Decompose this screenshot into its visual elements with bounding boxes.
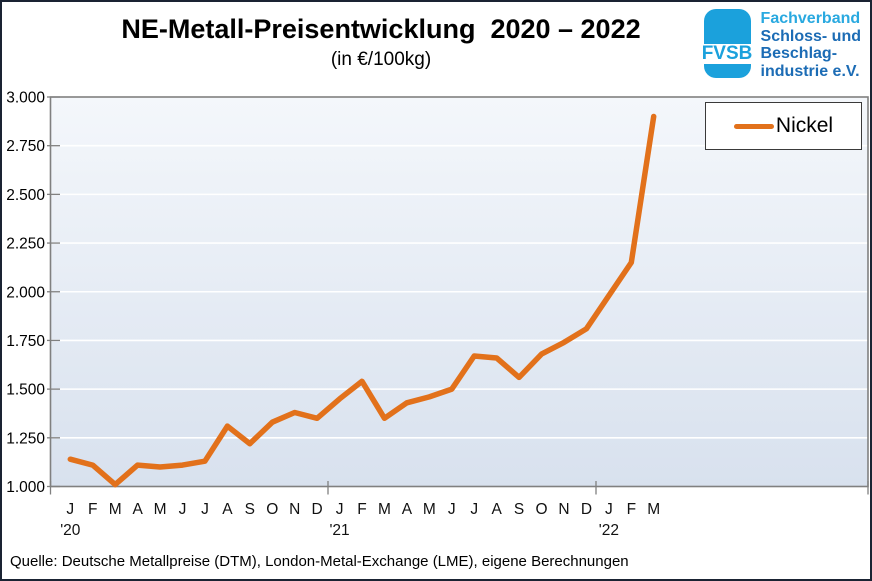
legend-box: Nickel xyxy=(705,102,862,150)
x-axis-label: J xyxy=(448,501,456,518)
x-axis-label: O xyxy=(536,501,548,518)
y-axis-label: 2.500 xyxy=(6,187,45,204)
fvsb-logo-band: FVSB xyxy=(701,43,753,64)
fvsb-logo-text: Fachverband Schloss- und Beschlag- indus… xyxy=(761,9,861,80)
x-axis-label: J xyxy=(179,501,187,518)
y-axis-label: 1.250 xyxy=(6,430,45,447)
y-axis-label: 3.000 xyxy=(6,90,45,107)
logo-text-line: Beschlag- xyxy=(760,45,838,62)
x-axis-label: J xyxy=(201,501,209,518)
y-axis-label: 2.250 xyxy=(6,236,45,253)
page-title: NE-Metall-Preisentwicklung 2020 – 2022 xyxy=(121,14,641,44)
x-axis-label: M xyxy=(109,501,122,518)
year-label: '21 xyxy=(329,522,349,539)
x-axis-label: M xyxy=(423,501,436,518)
y-axis-label: 1.000 xyxy=(6,479,45,496)
nickel-price-line xyxy=(67,113,657,488)
x-axis-label: J xyxy=(66,501,74,518)
legend-label: Nickel xyxy=(775,114,834,137)
fvsb-logo: FVSB Fachverband Schloss- und Beschlag- … xyxy=(701,9,861,80)
x-axis-label: S xyxy=(514,501,524,518)
x-axis-label: J xyxy=(605,501,613,518)
x-axis-label: J xyxy=(470,501,478,518)
page-subtitle: (in €/100kg) xyxy=(330,49,432,70)
x-axis-label: M xyxy=(378,501,391,518)
x-axis-label: N xyxy=(289,501,300,518)
x-axis-label: S xyxy=(245,501,255,518)
x-axis-label: J xyxy=(336,501,344,518)
y-axis-label: 1.500 xyxy=(6,382,45,399)
x-axis-label: M xyxy=(647,501,660,518)
source-note: Quelle: Deutsche Metallpreise (DTM), Lon… xyxy=(10,553,629,570)
nickel-line-swatch xyxy=(733,123,774,129)
x-axis-label: M xyxy=(154,501,167,518)
logo-text-line: Schloss- und xyxy=(760,27,861,45)
x-axis-label: D xyxy=(312,501,323,518)
fvsb-logo-acronym: FVSB xyxy=(701,43,753,64)
x-axis-label: A xyxy=(132,501,143,518)
title-block: NE-Metall-Preisentwicklung 2020 – 2022 (… xyxy=(2,12,760,71)
x-axis-label: O xyxy=(266,501,278,518)
x-axis-label: A xyxy=(402,501,413,518)
logo-text-line: Fachverband xyxy=(760,10,861,27)
x-axis-label: N xyxy=(558,501,569,518)
x-axis-label: D xyxy=(581,501,592,518)
logo-text-line: industrie e.V. xyxy=(760,62,860,80)
x-axis-label: F xyxy=(627,501,636,518)
x-axis-label: A xyxy=(491,501,502,518)
year-label: '20 xyxy=(60,522,81,539)
x-axis-label: F xyxy=(357,501,366,518)
x-axis-label: A xyxy=(222,501,233,518)
y-axis-label: 2.000 xyxy=(6,284,45,301)
year-label: '22 xyxy=(599,522,619,539)
y-axis-label: 1.750 xyxy=(6,333,45,350)
x-axis-label: F xyxy=(88,501,97,518)
fvsb-logo-icon: FVSB xyxy=(701,9,753,78)
y-axis-label: 2.750 xyxy=(6,138,45,155)
